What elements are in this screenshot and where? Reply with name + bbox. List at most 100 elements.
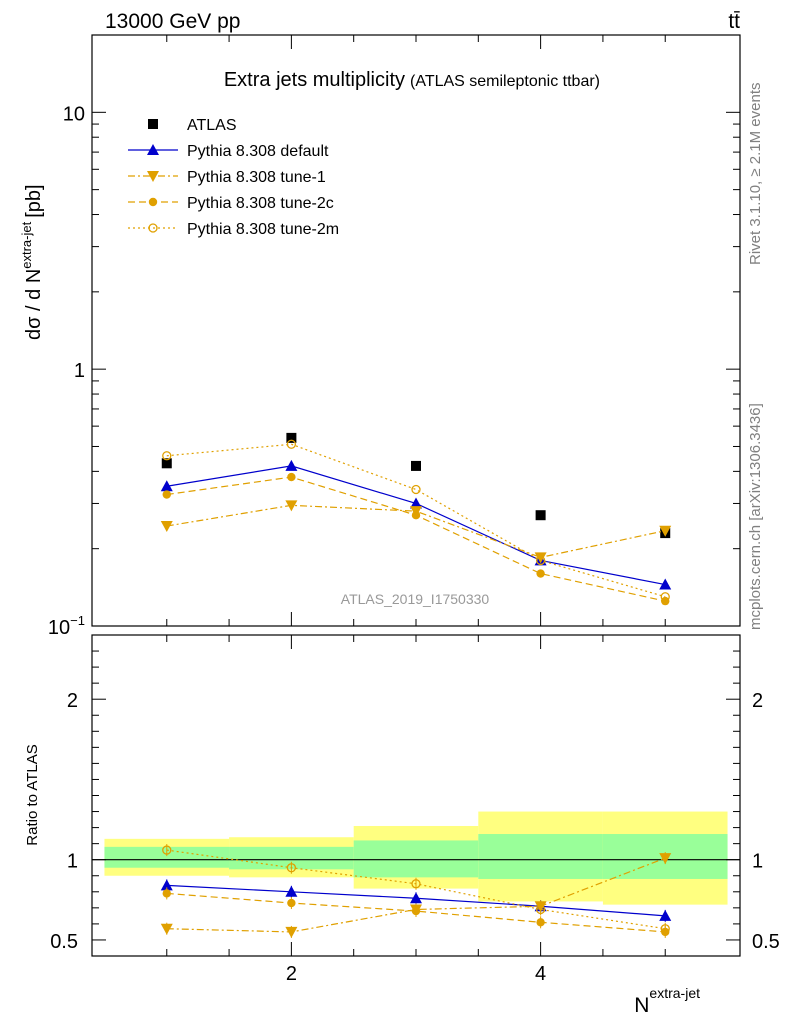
- y-tick-label-base: 10: [63, 103, 85, 125]
- data-point: [287, 472, 296, 482]
- y-tick-label: 1: [67, 851, 78, 873]
- data-point: [162, 889, 171, 898]
- data-point: [285, 500, 298, 512]
- chart-title: Extra jets multiplicity: [224, 69, 405, 91]
- data-point: [660, 924, 670, 934]
- y-tick-label-right: 2: [752, 690, 763, 712]
- legend-label: Pythia 8.308 tune-2m: [187, 221, 339, 238]
- series-line: [166, 892, 666, 933]
- legend-entry: Pythia 8.308 tune-2c: [128, 195, 334, 212]
- legend-label: Pythia 8.308 tune-2c: [187, 195, 334, 212]
- x-axis-label: Nextra-jet: [634, 985, 700, 1017]
- data-point: [659, 853, 672, 865]
- x-tick-label: 4: [535, 963, 546, 985]
- legend-entry: ATLAS: [148, 117, 237, 134]
- data-point: [162, 845, 172, 855]
- y-tick-label-base: 10: [48, 617, 70, 639]
- data-point: [286, 863, 297, 873]
- legend-marker: [148, 119, 158, 129]
- legend-entry: Pythia 8.308 tune-2m: [128, 221, 339, 238]
- data-point: [162, 451, 172, 461]
- ratio-series-3: [162, 844, 670, 935]
- ratio-panel: 0.5 0.5 1 1 2 2 2 4: [50, 634, 780, 985]
- y-tick-label: 1: [74, 360, 85, 382]
- legend-marker: [147, 144, 159, 155]
- legend-marker: [148, 197, 158, 207]
- mcplots-label: mcplots.cern.ch [arXiv:1306.3436]: [747, 403, 764, 630]
- rivet-label: Rivet 3.1.10, ≥ 2.1M events: [747, 83, 764, 266]
- data-point: [286, 432, 297, 443]
- data-point: [534, 552, 547, 564]
- main-y-axis-label-sup: extra-jet: [19, 221, 34, 268]
- data-point: [160, 879, 173, 891]
- x-tick-label: 2: [286, 963, 297, 985]
- legend-label: ATLAS: [187, 117, 237, 134]
- legend-label: Pythia 8.308 default: [187, 143, 329, 160]
- uncertainty-band-inner: [229, 846, 354, 870]
- legend-marker: [147, 171, 159, 182]
- data-point: [411, 906, 421, 916]
- data-point: [160, 480, 173, 492]
- series-3: [162, 472, 670, 606]
- data-point: [285, 926, 298, 938]
- energy-label: 13000 GeV pp: [105, 10, 240, 33]
- y-tick-label: 10−1: [48, 613, 85, 639]
- data-point: [411, 484, 421, 495]
- data-point: [160, 521, 173, 533]
- data-point: [162, 490, 171, 499]
- legend-label: Pythia 8.308 tune-1: [187, 169, 326, 186]
- y-tick-label-right: 0.5: [752, 931, 780, 953]
- data-point: [536, 569, 545, 578]
- data-point: [285, 885, 298, 897]
- watermark: ATLAS_2019_I1750330: [341, 591, 490, 607]
- uncertainty-band-inner: [478, 834, 603, 879]
- x-axis-label-main: N: [634, 994, 649, 1017]
- ratio-y-axis-label: Ratio to ATLAS: [24, 744, 41, 845]
- y-tick-label: 2: [67, 690, 78, 712]
- ratio-frame: [91, 634, 741, 957]
- y-tick-label: 10: [63, 103, 85, 125]
- y-tick-label-right: 1: [752, 851, 763, 873]
- data-point: [659, 525, 672, 537]
- data-point: [287, 898, 296, 908]
- main-y-axis-label: dσ / d Nextra-jet [pb]: [19, 184, 45, 340]
- data-point: [286, 439, 297, 449]
- data-point: [411, 879, 421, 889]
- series-2: [160, 500, 672, 564]
- legend-marker: [148, 223, 158, 233]
- data-point: [660, 592, 670, 602]
- uncertainty-band-inner: [353, 840, 479, 878]
- series-line: [166, 465, 666, 586]
- legend-entry: Pythia 8.308 default: [128, 143, 329, 160]
- data-point: [411, 511, 421, 520]
- main-y-axis-label-unit: [pb]: [23, 184, 45, 217]
- data-point: [659, 578, 672, 590]
- data-point: [535, 510, 546, 521]
- legend: ATLAS Pythia 8.308 default Pythia 8.308 tu…: [128, 117, 339, 238]
- main-frame: [91, 34, 741, 627]
- y-tick-label-base: 1: [74, 360, 85, 382]
- uncertainty-band-inner: [104, 846, 230, 868]
- data-point: [659, 909, 672, 921]
- data-point: [160, 923, 173, 935]
- series-4: [162, 439, 670, 602]
- data-point: [161, 458, 172, 469]
- chart-subtitle: (ATLAS semileptonic ttbar): [410, 73, 600, 90]
- process-label: tt̄: [728, 10, 740, 33]
- data-point: [410, 892, 422, 904]
- series-line: [166, 476, 666, 602]
- data-point: [535, 555, 546, 566]
- series-1: [160, 459, 672, 590]
- data-point: [411, 460, 421, 471]
- data-point: [410, 497, 422, 509]
- data-point: [536, 918, 545, 927]
- y-tick-label-sup: −1: [70, 613, 85, 628]
- x-axis-label-sup: extra-jet: [649, 985, 700, 1001]
- data-point: [285, 459, 298, 471]
- data-point: [535, 904, 546, 915]
- main-y-axis-label-main: dσ / d N: [23, 269, 45, 340]
- legend-entry: Pythia 8.308 tune-1: [128, 169, 326, 186]
- y-tick-label: 0.5: [50, 931, 78, 953]
